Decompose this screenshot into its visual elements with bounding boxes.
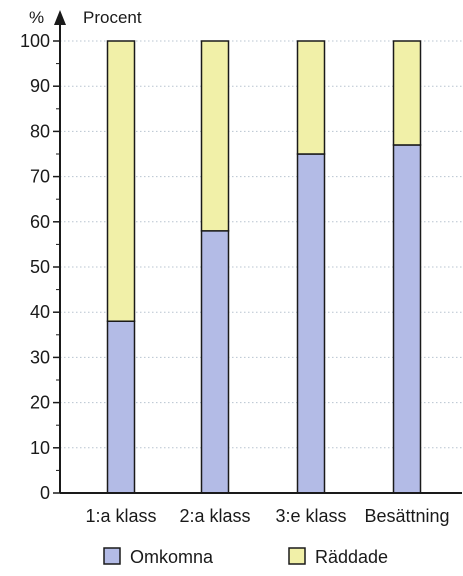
x-tick-label: 1:a klass — [85, 506, 156, 526]
gridlines — [60, 40, 462, 449]
x-tick-label: 2:a klass — [179, 506, 250, 526]
bar-omkomna — [296, 153, 326, 494]
bars — [106, 40, 422, 494]
y-ticks: 0 10 20 30 40 50 60 70 80 90 100 — [20, 31, 60, 503]
y-tick-label: 80 — [30, 121, 50, 141]
bar-raddade — [392, 40, 422, 146]
y-axis-unit: % — [29, 8, 44, 27]
bar-omkomna — [106, 320, 136, 494]
y-tick-label: 60 — [30, 212, 50, 232]
y-tick-label: 90 — [30, 76, 50, 96]
y-tick-label: 100 — [20, 31, 50, 51]
x-tick-labels: 1:a klass 2:a klass 3:e klass Besättning — [85, 506, 449, 526]
y-tick-label: 40 — [30, 302, 50, 322]
legend-label: Omkomna — [130, 547, 214, 567]
bar-omkomna — [392, 144, 422, 494]
y-axis-title: Procent — [83, 8, 142, 27]
y-tick-label: 0 — [40, 483, 50, 503]
legend-label: Räddade — [315, 547, 388, 567]
y-tick-label: 50 — [30, 257, 50, 277]
legend-swatch — [288, 547, 306, 565]
axes: % Procent — [29, 8, 462, 494]
bar-omkomna — [200, 230, 230, 494]
y-tick-label: 70 — [30, 167, 50, 187]
bar-raddade — [106, 40, 136, 322]
y-tick-label: 30 — [30, 347, 50, 367]
y-tick-label: 20 — [30, 393, 50, 413]
y-axis-arrow-icon — [54, 10, 66, 25]
bar-raddade — [200, 40, 230, 232]
legend-swatch — [103, 547, 121, 565]
bar-raddade — [296, 40, 326, 155]
legend: Omkomna Räddade — [103, 547, 388, 567]
x-tick-label: 3:e klass — [275, 506, 346, 526]
y-tick-label: 10 — [30, 438, 50, 458]
x-tick-label: Besättning — [364, 506, 449, 526]
